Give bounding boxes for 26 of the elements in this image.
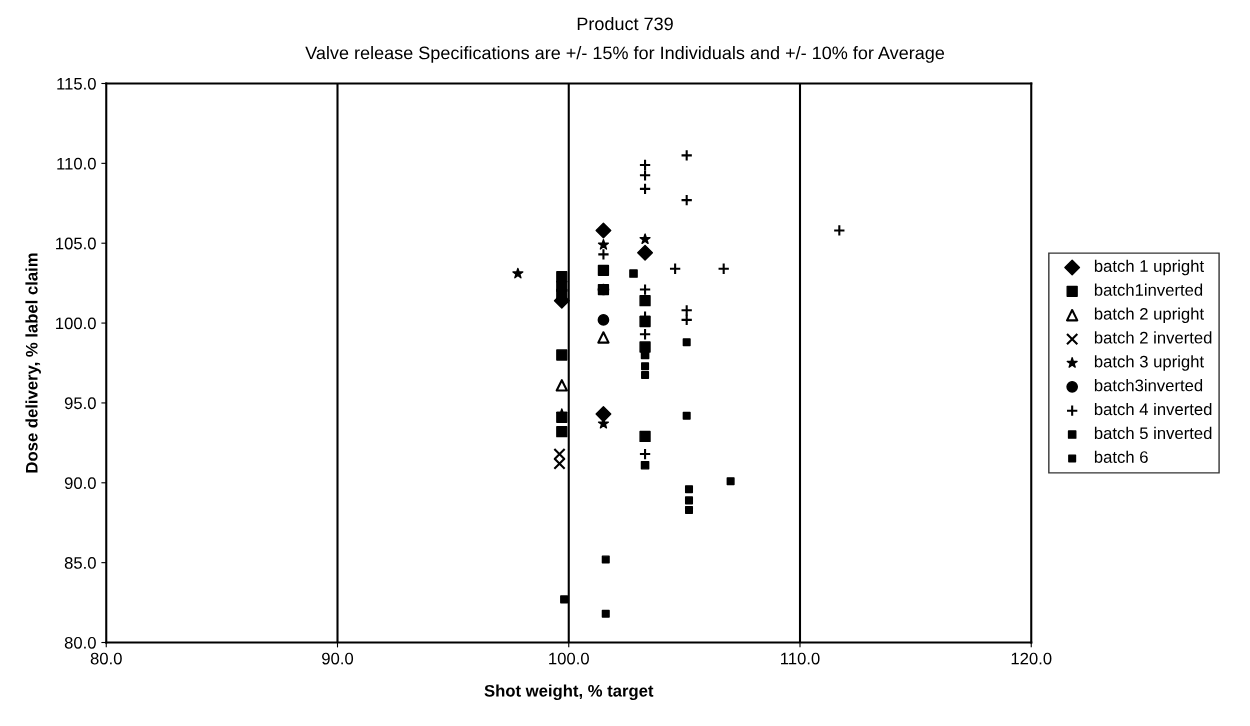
legend-label: batch 6 bbox=[1094, 450, 1148, 463]
x-axis-title: Shot weight, % target bbox=[484, 684, 654, 701]
legend-label: batch3inverted bbox=[1094, 379, 1203, 392]
chart-subtitle: Valve release Specifications are +/- 15% for Individuals and +/- 10% for Average bbox=[305, 46, 945, 63]
y-tick-label: 115.0 bbox=[57, 77, 96, 90]
legend-label: batch 2 upright bbox=[1094, 307, 1204, 324]
x-tick-label: 80.0 bbox=[90, 652, 122, 665]
x-tick-label: 100.0 bbox=[549, 652, 589, 665]
legend-label: batch1inverted bbox=[1094, 283, 1203, 296]
x-tick-label: 120.0 bbox=[1011, 652, 1052, 665]
y-tick-label: 110.0 bbox=[57, 157, 96, 170]
x-tick-label: 110.0 bbox=[781, 652, 820, 665]
y-axis-title: Dose delivery, % label claim bbox=[25, 253, 41, 473]
x-tick-label: 90.0 bbox=[322, 652, 354, 665]
y-tick-label: 80.0 bbox=[64, 636, 96, 649]
y-tick-label: 95.0 bbox=[64, 397, 96, 410]
legend-label: batch 1 upright bbox=[1094, 259, 1204, 276]
y-tick-label: 90.0 bbox=[64, 477, 96, 489]
legend-label: batch 4 inverted bbox=[1094, 402, 1212, 416]
y-tick-label: 85.0 bbox=[64, 557, 96, 569]
legend-label: batch 2 inverted bbox=[1094, 331, 1212, 344]
y-tick-label: 105.0 bbox=[56, 237, 96, 250]
legend-label: batch 3 upright bbox=[1094, 355, 1204, 371]
legend-label: batch 5 inverted bbox=[1094, 426, 1212, 440]
y-tick-label: 100.0 bbox=[56, 317, 96, 330]
chart-title: Product 739 bbox=[577, 16, 673, 31]
